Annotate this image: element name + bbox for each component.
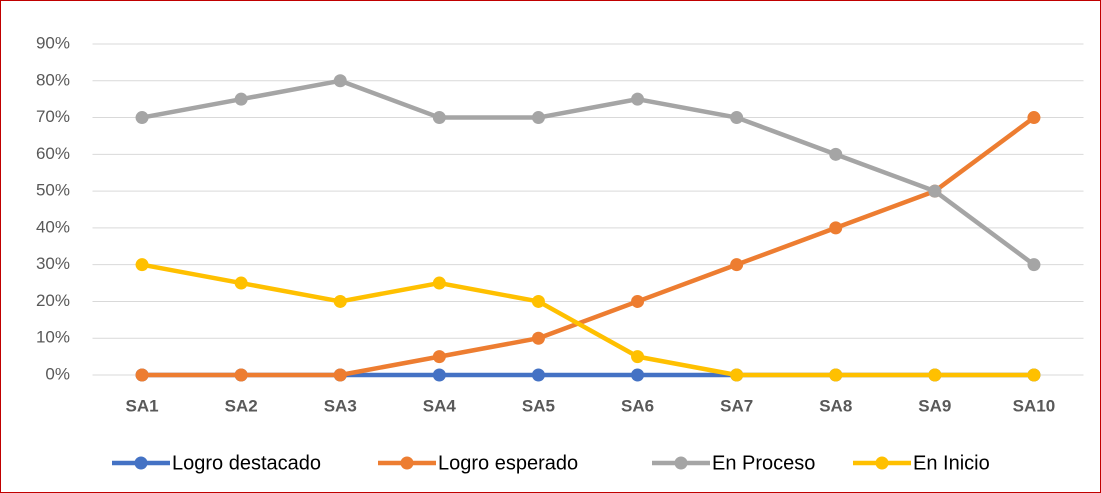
- point: [135, 111, 149, 125]
- point: [531, 294, 545, 308]
- y-tick-label: 80%: [36, 70, 70, 89]
- point: [730, 111, 744, 125]
- legend-marker: [875, 456, 889, 470]
- series-line: [142, 115, 1036, 378]
- y-tick-label: 40%: [36, 217, 70, 236]
- legend-marker: [674, 456, 688, 470]
- series-line: [141, 262, 1034, 378]
- legend-marker: [400, 456, 414, 470]
- x-tick-label: SA9: [918, 396, 951, 415]
- x-tick-label: SA1: [126, 396, 159, 415]
- point: [135, 368, 149, 382]
- y-tick-label: 90%: [36, 33, 70, 52]
- point: [730, 368, 744, 382]
- point: [432, 111, 446, 125]
- point: [829, 368, 843, 382]
- y-tick-label: 60%: [36, 144, 70, 163]
- point: [531, 368, 545, 382]
- legend-label: Logro esperado: [438, 452, 578, 474]
- x-tick-label: SA10: [1013, 396, 1056, 415]
- point: [333, 368, 347, 382]
- point: [531, 111, 545, 125]
- x-tick-label: SA4: [423, 396, 457, 415]
- point: [234, 92, 248, 106]
- y-tick-label: 50%: [36, 181, 70, 200]
- point: [631, 92, 645, 106]
- point: [333, 294, 347, 308]
- x-tick-label: SA7: [720, 396, 753, 415]
- point: [829, 221, 843, 235]
- point: [432, 350, 446, 364]
- point: [928, 184, 942, 198]
- legend-label: En Inicio: [913, 452, 990, 474]
- series-line: [141, 78, 1036, 267]
- y-tick-label: 30%: [36, 254, 70, 273]
- x-tick-label: SA3: [324, 396, 357, 415]
- point: [432, 276, 446, 290]
- point: [631, 368, 645, 382]
- point: [1027, 111, 1041, 125]
- point: [234, 368, 248, 382]
- point: [333, 74, 347, 88]
- y-tick-label: 0%: [45, 364, 70, 383]
- point: [631, 294, 645, 308]
- x-tick-label: SA5: [522, 396, 555, 415]
- point: [829, 147, 843, 161]
- legend-label: En Proceso: [712, 452, 815, 474]
- point: [1027, 368, 1041, 382]
- x-tick-label: SA8: [819, 396, 852, 415]
- point: [928, 368, 942, 382]
- point: [631, 350, 645, 364]
- x-tick-label: SA2: [225, 396, 258, 415]
- point: [730, 258, 744, 272]
- point: [234, 276, 248, 290]
- point: [432, 368, 446, 382]
- point: [135, 258, 149, 272]
- point: [531, 331, 545, 345]
- y-tick-label: 70%: [36, 107, 70, 126]
- x-tick-label: SA6: [621, 396, 654, 415]
- y-tick-label: 20%: [36, 291, 70, 310]
- legend-label: Logro destacado: [172, 452, 321, 474]
- point: [1027, 258, 1041, 272]
- y-tick-label: 10%: [36, 328, 70, 347]
- legend-marker: [134, 456, 148, 470]
